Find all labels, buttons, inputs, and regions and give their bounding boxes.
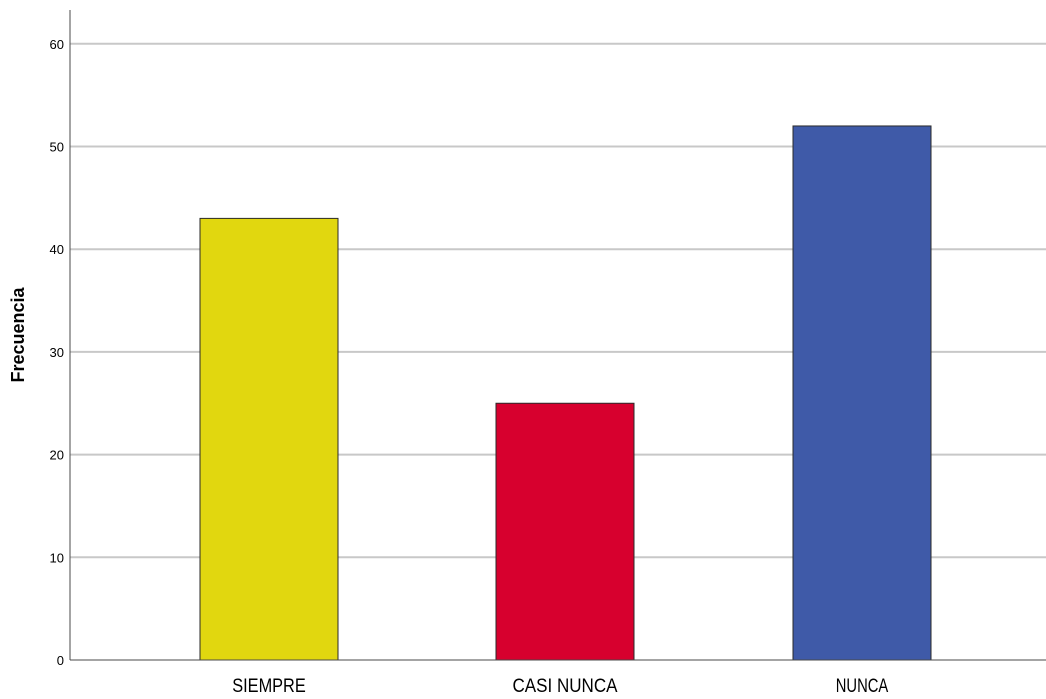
x-tick-labels: SIEMPRE CASI NUNCA NUNCA — [232, 676, 888, 697]
y-axis-title: Frecuencia — [8, 286, 28, 382]
x-tick-label: SIEMPRE — [232, 676, 306, 697]
y-tick-label: 40 — [50, 242, 64, 257]
x-tick-label: CASI NUNCA — [513, 676, 618, 697]
bar-casi-nunca — [495, 402, 635, 661]
y-tick-label: 30 — [50, 345, 64, 360]
bar-siempre — [199, 217, 339, 661]
y-tick-label: 60 — [50, 37, 64, 52]
y-tick-label: 20 — [50, 448, 64, 463]
y-tick-label: 10 — [50, 550, 64, 565]
y-tick-label: 50 — [50, 140, 64, 155]
bars — [199, 125, 932, 661]
x-tick-label: NUNCA — [836, 676, 889, 697]
bar-nunca — [792, 125, 932, 661]
y-tick-labels: 0 10 20 30 40 50 60 — [50, 37, 64, 668]
y-tick-label: 0 — [57, 653, 64, 668]
